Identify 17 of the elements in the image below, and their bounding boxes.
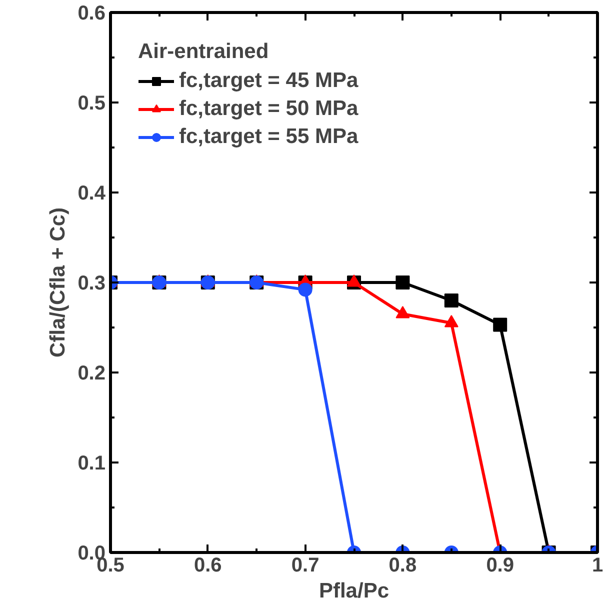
- legend-title: Air-entrained: [138, 40, 270, 64]
- y-tick-label: 0.1: [78, 452, 106, 474]
- legend-label: fc,target = 45 MPa: [179, 69, 358, 93]
- y-tick-label: 0.3: [78, 272, 106, 294]
- x-tick-label: 0.6: [194, 554, 222, 576]
- y-axis-title: Cfla/(Cfla + Cc): [46, 208, 70, 358]
- legend-label: fc,target = 50 MPa: [179, 97, 358, 121]
- x-tick-label: 0.8: [388, 554, 417, 576]
- x-tick-label: 0.7: [291, 554, 320, 576]
- x-tick-label: 0.9: [486, 554, 514, 576]
- x-axis-title: Pfla/Pc: [318, 580, 390, 602]
- y-tick-label: 0.5: [78, 92, 106, 114]
- y-tick-label: 0.6: [78, 2, 106, 24]
- y-tick-label: 0.2: [78, 362, 106, 384]
- x-tick-label: 1: [592, 554, 604, 576]
- y-tick-label: 0.4: [78, 182, 106, 204]
- legend-label: fc,target = 55 MPa: [179, 125, 358, 149]
